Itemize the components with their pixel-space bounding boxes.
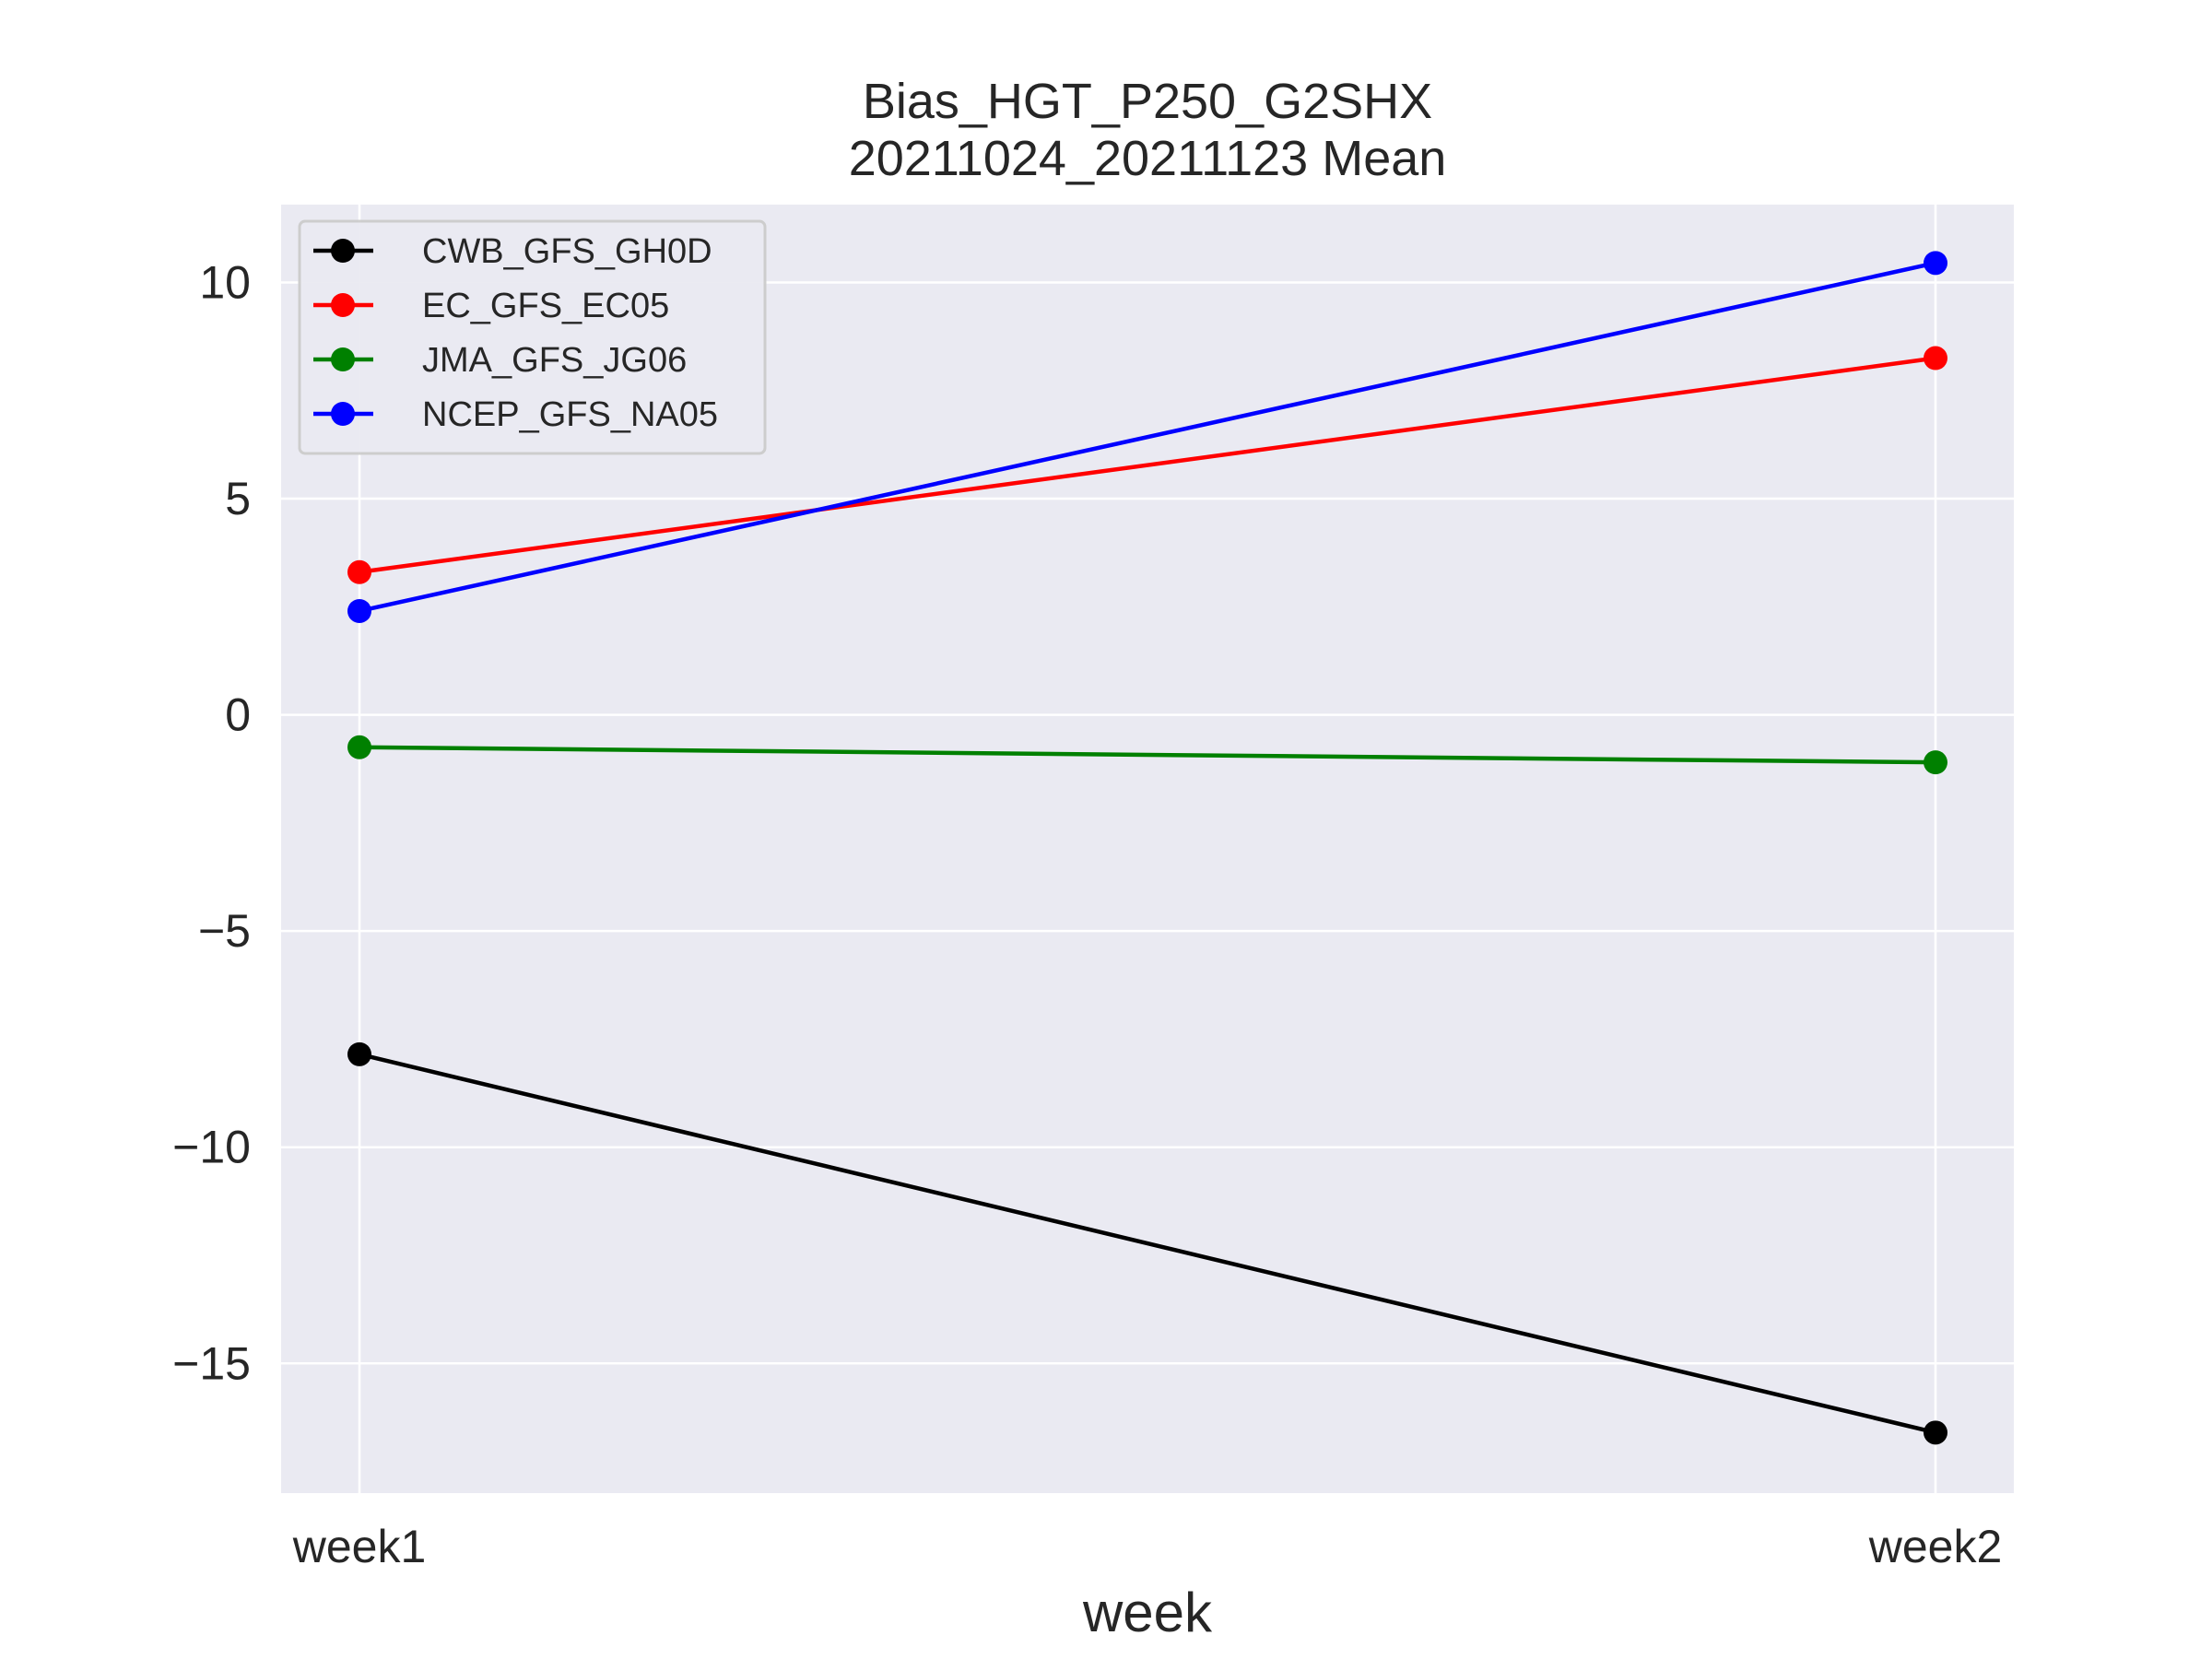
data-point-0-0 <box>347 1041 371 1066</box>
chart-title-line2: 20211024_20211123 Mean <box>849 131 1447 186</box>
series-line-0 <box>359 1052 1936 1435</box>
y-axis-ticks: 10 5 0 −5 −10 −15 <box>172 256 251 1389</box>
data-point-1-1 <box>1924 346 1947 371</box>
y-tick-label: 10 <box>199 256 251 308</box>
chart-title-line1: Bias_HGT_P250_G2SHX <box>863 74 1432 129</box>
series-line-2 <box>359 745 1936 765</box>
legend-marker <box>331 402 355 426</box>
data-point-1-0 <box>347 559 371 584</box>
legend-marker <box>331 239 355 263</box>
legend-label: EC_GFS_EC05 <box>422 287 669 325</box>
legend-label: JMA_GFS_JG06 <box>422 341 687 380</box>
legend-marker <box>331 347 355 371</box>
x-tick-label: week1 <box>292 1521 427 1572</box>
data-point-3-0 <box>347 598 371 623</box>
y-tick-label: −5 <box>198 905 251 957</box>
data-point-3-1 <box>1924 251 1947 276</box>
x-tick-label: week2 <box>1868 1521 2003 1572</box>
legend-label: CWB_GFS_GH0D <box>422 232 712 271</box>
data-point-0-1 <box>1924 1420 1947 1445</box>
x-axis-label: week <box>1082 1582 1213 1643</box>
series-line-3 <box>359 261 1936 614</box>
y-tick-label: 0 <box>225 689 251 741</box>
legend-label: NCEP_GFS_NA05 <box>422 395 718 434</box>
legend-frame <box>298 219 767 455</box>
series-line-1 <box>359 356 1936 574</box>
data-point-2-0 <box>347 735 371 759</box>
legend: CWB_GFS_GH0D EC_GFS_EC05 JMA_GFS_JG06 NCEP_… <box>298 219 767 455</box>
data-point-2-1 <box>1924 750 1947 775</box>
legend-marker <box>331 293 355 317</box>
y-tick-label: 5 <box>225 473 251 524</box>
x-axis-ticks: week1 week2 <box>292 1521 2003 1572</box>
y-tick-label: −10 <box>172 1122 251 1173</box>
y-tick-label: −15 <box>172 1337 251 1389</box>
series-group <box>347 251 1947 1445</box>
